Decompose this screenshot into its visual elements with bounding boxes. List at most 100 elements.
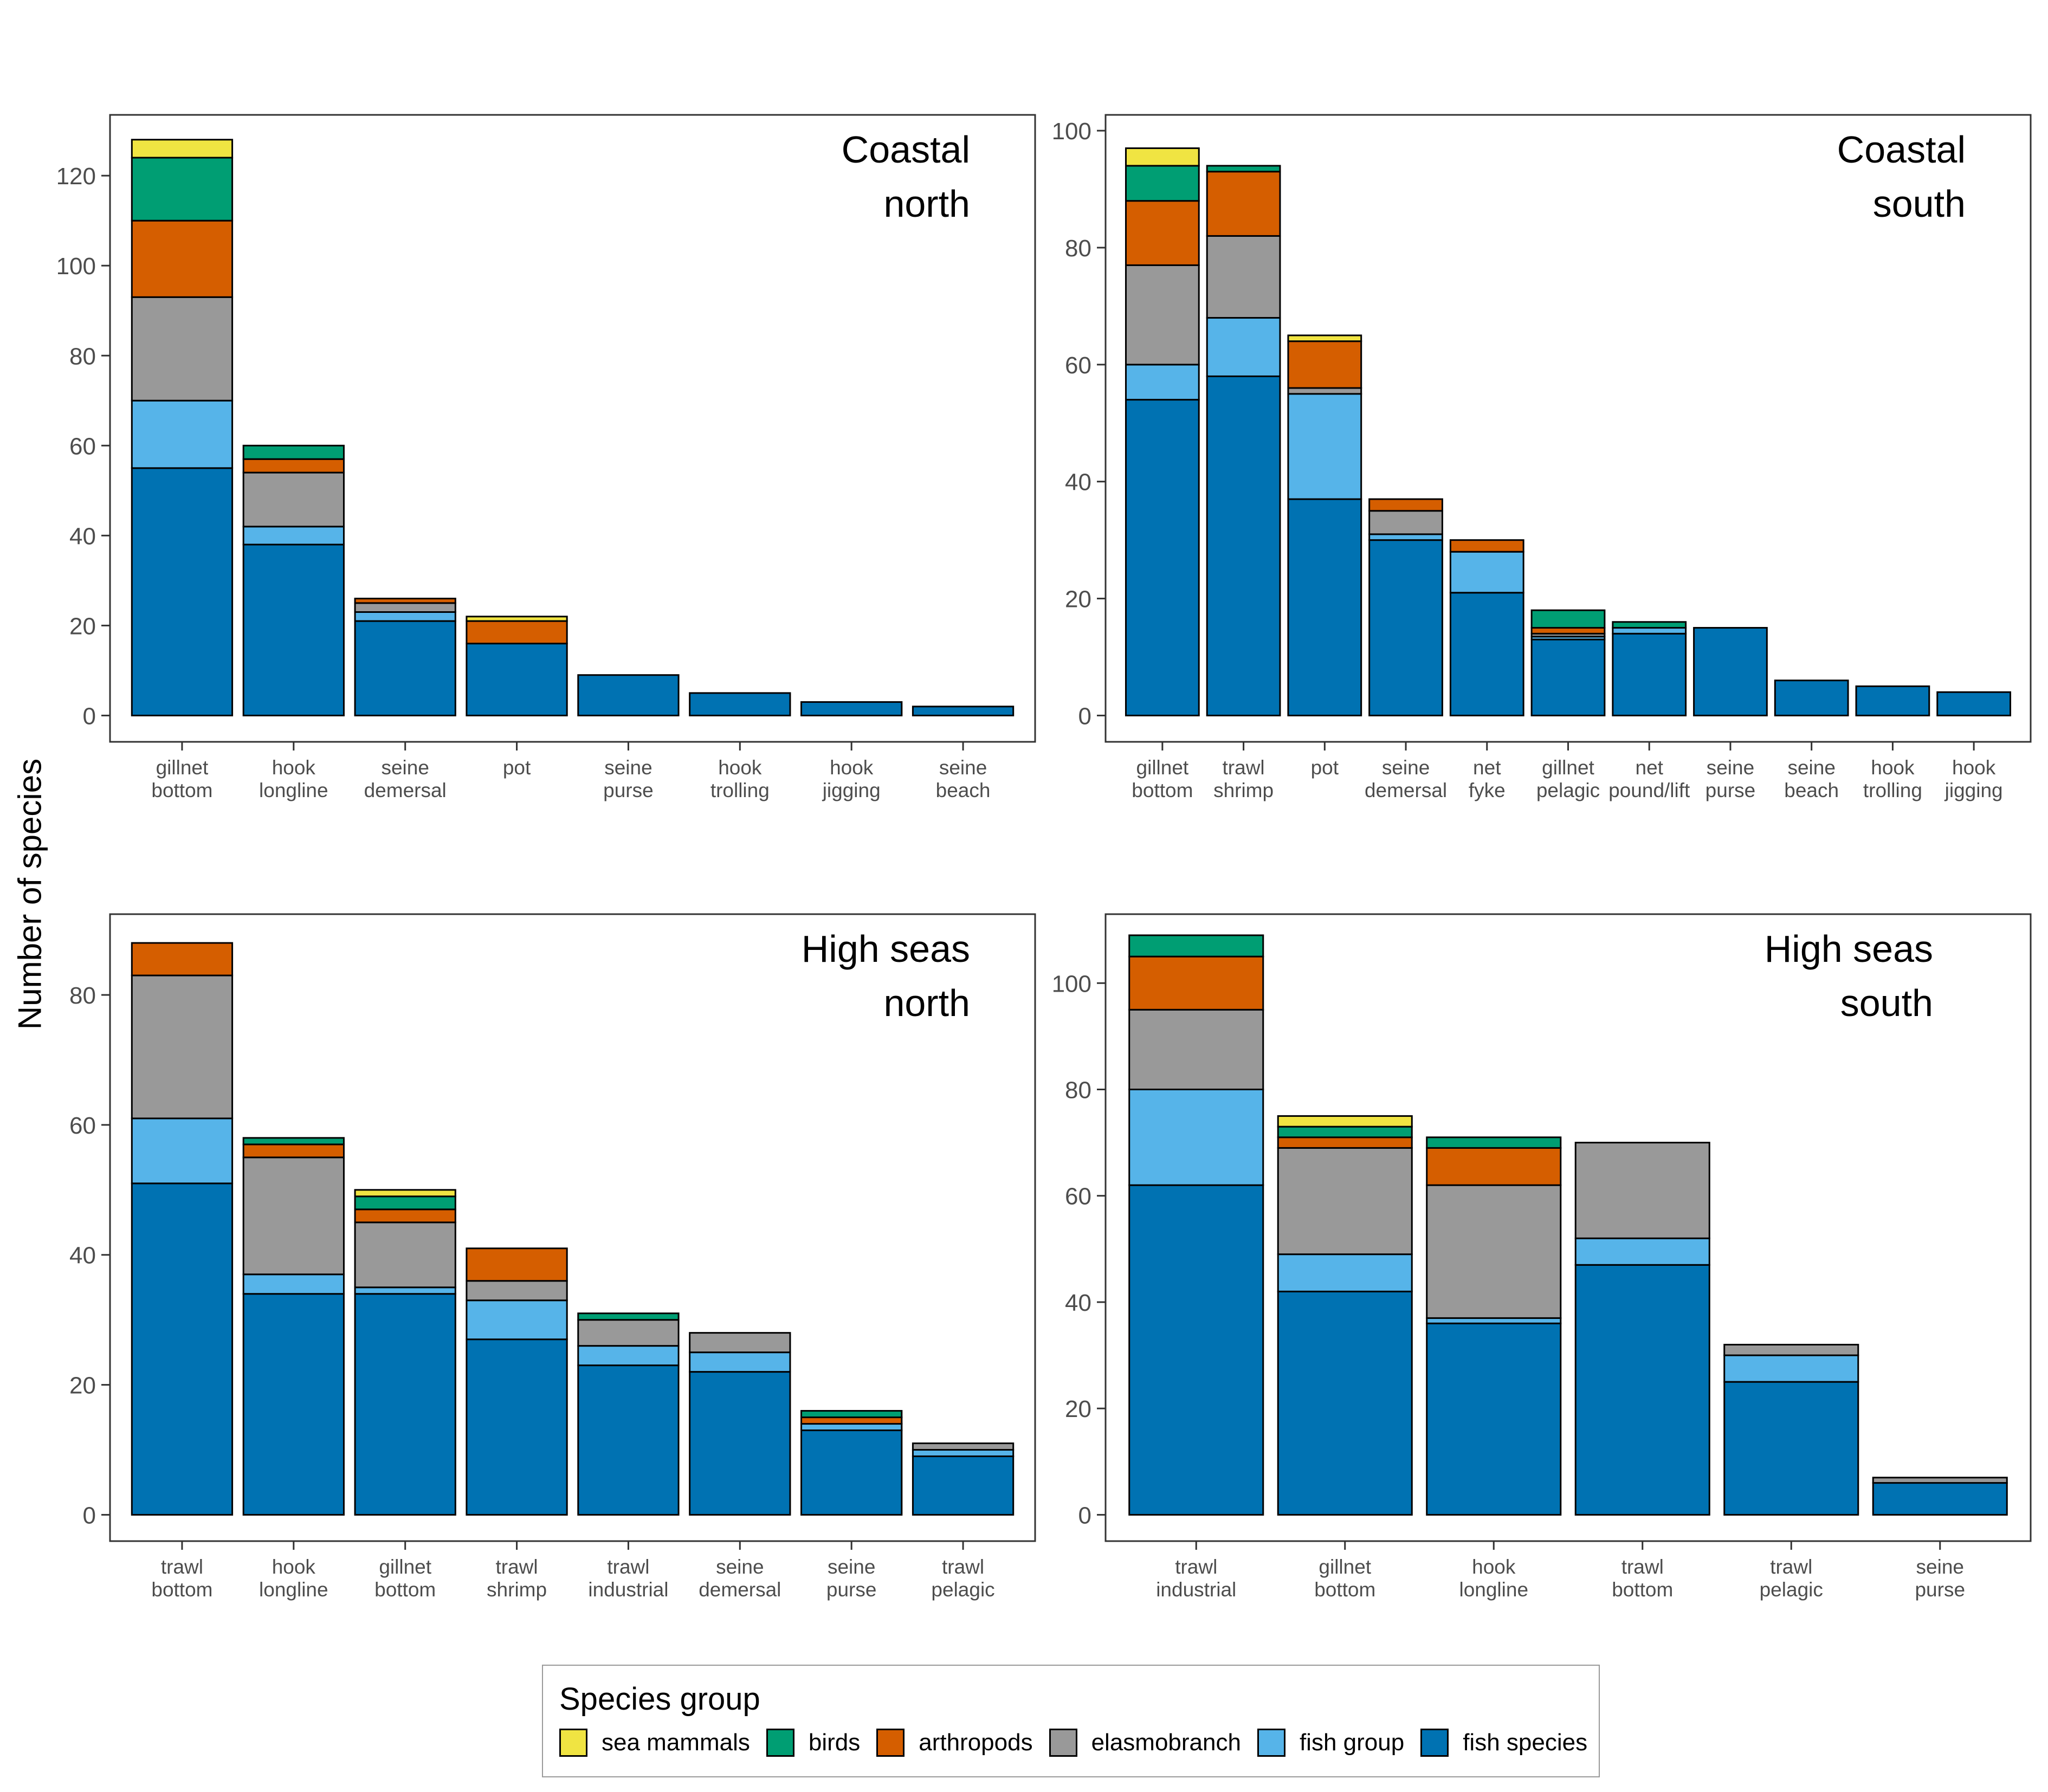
bar-segment-fish-species	[354, 1293, 456, 1516]
y-tick-label: 0	[83, 1502, 96, 1529]
x-tick-label: purse	[1915, 1578, 1965, 1601]
bar-segment-fish-species	[1287, 498, 1362, 716]
y-tick-label: 80	[1065, 1077, 1091, 1103]
bar-segment-arthropods	[466, 620, 568, 645]
bar-segment-arthropods	[1449, 539, 1524, 553]
bar-segment-elasmobranch	[242, 1156, 345, 1276]
bar-segment-fish-species	[1530, 638, 1606, 716]
bar-segment-fish-species	[1426, 1322, 1562, 1516]
legend-item-birds: birds	[766, 1729, 860, 1757]
legend-label-birds: birds	[808, 1729, 861, 1756]
bar-segment-fish-species	[466, 1338, 568, 1516]
bar-segment-elasmobranch	[466, 1280, 568, 1302]
x-tick-label: pelagic	[1760, 1578, 1823, 1601]
bar-segment-sea-mammals	[131, 139, 234, 159]
x-tick-label: hook	[830, 756, 874, 779]
bar-segment-fish-group	[466, 1299, 568, 1341]
bar-segment-elasmobranch	[577, 1319, 680, 1347]
x-tick-label: longline	[259, 779, 328, 801]
legend: Species group sea mammals birds arthropo…	[542, 1665, 1600, 1777]
x-tick-label: gillnet	[156, 756, 209, 779]
x-tick-label: pelagic	[1536, 779, 1600, 801]
x-tick-label: trawl	[1175, 1556, 1217, 1578]
panel-2: 020406080trawlbottomhooklonglinegillnetb…	[69, 913, 1036, 1601]
bar-segment-fish-species	[1612, 632, 1687, 716]
bar-segment-fish-species	[1574, 1264, 1710, 1516]
bar-segment-fish-species	[800, 701, 903, 716]
bar-segment-fish-group	[1723, 1354, 1859, 1383]
bar-segment-arthropods	[800, 1416, 903, 1425]
x-tick-label: pound/lift	[1608, 779, 1690, 801]
x-tick-label: demersal	[1365, 779, 1447, 801]
legend-swatch-birds	[766, 1729, 794, 1757]
bar-segment-fish-group	[131, 399, 234, 469]
bar-segment-fish-species	[1693, 627, 1768, 716]
legend-item-fish-group: fish group	[1257, 1729, 1404, 1757]
x-tick-label: trawl	[1621, 1556, 1664, 1578]
bar-segment-fish-species	[577, 1364, 680, 1516]
bar-segment-arthropods	[131, 219, 234, 298]
y-tick-label: 60	[1065, 352, 1091, 379]
x-tick-label: trawl	[1223, 756, 1265, 779]
bar-segment-arthropods	[242, 1143, 345, 1159]
x-tick-label: trawl	[1770, 1556, 1812, 1578]
bar-segment-arthropods	[1277, 1136, 1413, 1149]
x-tick-label: longline	[1459, 1578, 1528, 1601]
panel-title: High seas	[1765, 928, 1933, 970]
bar-segment-fish-species	[577, 674, 680, 716]
bar-segment-fish-group	[1368, 533, 1443, 541]
x-tick-label: seine	[1707, 756, 1754, 779]
y-tick-label: 20	[69, 1373, 96, 1399]
legend-swatch-arthropods	[876, 1729, 905, 1757]
y-axis-label: Number of species	[11, 758, 48, 1030]
bar-segment-arthropods	[1206, 171, 1281, 237]
y-tick-label: 80	[69, 343, 96, 370]
bar-segment-elasmobranch	[131, 296, 234, 402]
bar-segment-fish-species	[1277, 1290, 1413, 1516]
legend-swatch-sea-mammals	[559, 1729, 587, 1757]
panel-0: 020406080100120gillnetbottomhooklongline…	[56, 114, 1036, 801]
bar-segment-elasmobranch	[1125, 264, 1200, 366]
y-tick-label: 0	[83, 703, 96, 729]
x-tick-label: net	[1473, 756, 1501, 779]
x-tick-label: gillnet	[379, 1556, 431, 1578]
x-tick-label: trawl	[607, 1556, 649, 1578]
y-tick-label: 0	[1078, 1502, 1091, 1529]
x-tick-label: jigging	[822, 779, 881, 801]
bar-segment-fish-species	[689, 692, 791, 716]
panel-title: south	[1840, 982, 1933, 1024]
bar-segment-sea-mammals	[1287, 334, 1362, 342]
panel-title: north	[883, 982, 970, 1024]
bar-segment-arthropods	[1530, 627, 1606, 635]
bar-segment-fish-species	[1206, 375, 1281, 716]
x-tick-label: bottom	[151, 1578, 212, 1601]
x-tick-label: beach	[936, 779, 991, 801]
bar-segment-arthropods	[242, 458, 345, 474]
bar-segment-fish-species	[1125, 399, 1200, 716]
bar-segment-elasmobranch	[689, 1332, 791, 1354]
bar-segment-fish-species	[131, 467, 234, 716]
y-tick-label: 40	[1065, 469, 1091, 496]
bar-segment-fish-species	[800, 1429, 903, 1516]
bar-segment-fish-group	[242, 526, 345, 546]
x-tick-label: purse	[1705, 779, 1756, 801]
bar-segment-fish-group	[131, 1117, 234, 1185]
y-tick-label: 20	[1065, 586, 1091, 613]
x-tick-label: beach	[1784, 779, 1839, 801]
bar-segment-birds	[1426, 1136, 1562, 1149]
x-tick-label: pot	[503, 756, 531, 779]
bar-segment-fish-species	[354, 620, 456, 716]
legend-label-fish-group: fish group	[1299, 1729, 1405, 1756]
x-tick-label: trawl	[496, 1556, 538, 1578]
y-tick-label: 80	[1065, 235, 1091, 262]
bar-segment-fish-group	[800, 1423, 903, 1432]
bar-segment-fish-species	[689, 1371, 791, 1516]
legend-label-sea-mammals: sea mammals	[602, 1729, 750, 1756]
bar-segment-arthropods	[354, 598, 456, 604]
bar-segment-arthropods	[1125, 200, 1200, 266]
bar-segment-elasmobranch	[1426, 1184, 1562, 1319]
legend-title: Species group	[559, 1681, 760, 1717]
bar-segment-fish-species	[912, 1455, 1015, 1516]
bar-segment-arthropods	[1128, 955, 1264, 1011]
bar-segment-birds	[577, 1312, 680, 1321]
